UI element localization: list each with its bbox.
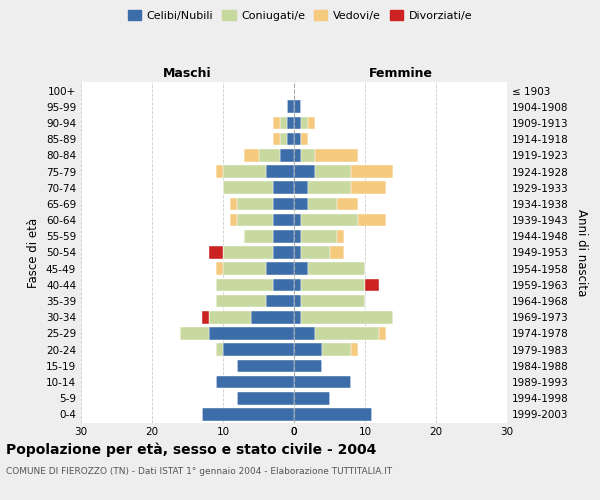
Bar [308, 182, 351, 194]
Bar [351, 182, 386, 194]
Bar [316, 165, 351, 178]
Bar [202, 408, 294, 420]
Bar [294, 262, 308, 275]
Legend: Celibi/Nubili, Coniugati/e, Vedovi/e, Divorziati/e: Celibi/Nubili, Coniugati/e, Vedovi/e, Di… [124, 6, 476, 25]
Bar [272, 246, 294, 259]
Bar [294, 376, 351, 388]
Bar [337, 230, 344, 242]
Bar [379, 327, 386, 340]
Bar [266, 295, 294, 308]
Bar [259, 149, 280, 162]
Bar [216, 278, 272, 291]
Bar [294, 278, 301, 291]
Bar [316, 327, 379, 340]
Bar [301, 116, 308, 130]
Bar [301, 214, 358, 226]
Bar [316, 149, 358, 162]
Bar [294, 198, 308, 210]
Bar [294, 408, 372, 420]
Bar [287, 116, 294, 130]
Bar [365, 278, 379, 291]
Text: Popolazione per età, sesso e stato civile - 2004: Popolazione per età, sesso e stato civil… [6, 442, 376, 457]
Bar [209, 311, 251, 324]
Bar [294, 344, 322, 356]
Bar [294, 214, 301, 226]
Bar [216, 295, 266, 308]
Bar [230, 198, 237, 210]
Bar [294, 311, 301, 324]
Text: COMUNE DI FIEROZZO (TN) - Dati ISTAT 1° gennaio 2004 - Elaborazione TUTTITALIA.I: COMUNE DI FIEROZZO (TN) - Dati ISTAT 1° … [6, 468, 392, 476]
Bar [287, 100, 294, 113]
Bar [237, 392, 294, 404]
Bar [251, 311, 294, 324]
Bar [216, 262, 223, 275]
Bar [294, 230, 301, 242]
Bar [280, 133, 287, 145]
Bar [223, 344, 294, 356]
Bar [294, 182, 308, 194]
Bar [209, 246, 223, 259]
Bar [202, 311, 209, 324]
Bar [294, 392, 329, 404]
Bar [244, 149, 259, 162]
Bar [216, 344, 223, 356]
Bar [230, 214, 237, 226]
Bar [272, 198, 294, 210]
Bar [301, 230, 337, 242]
Bar [301, 246, 329, 259]
Bar [272, 214, 294, 226]
Bar [287, 133, 294, 145]
Bar [358, 214, 386, 226]
Bar [237, 360, 294, 372]
Title: Maschi: Maschi [163, 67, 212, 80]
Bar [301, 295, 365, 308]
Bar [294, 133, 301, 145]
Bar [272, 278, 294, 291]
Bar [223, 246, 272, 259]
Bar [337, 198, 358, 210]
Bar [294, 246, 301, 259]
Bar [272, 230, 294, 242]
Bar [237, 198, 272, 210]
Bar [301, 149, 316, 162]
Bar [294, 327, 316, 340]
Bar [272, 116, 280, 130]
Bar [237, 214, 272, 226]
Bar [266, 165, 294, 178]
Bar [266, 262, 294, 275]
Bar [280, 116, 287, 130]
Bar [351, 344, 358, 356]
Bar [322, 344, 351, 356]
Bar [223, 165, 266, 178]
Bar [216, 376, 294, 388]
Title: Femmine: Femmine [368, 67, 433, 80]
Bar [209, 327, 294, 340]
Bar [329, 246, 344, 259]
Bar [244, 230, 272, 242]
Bar [294, 149, 301, 162]
Bar [308, 116, 316, 130]
Y-axis label: Fasce di età: Fasce di età [28, 218, 40, 288]
Bar [301, 133, 308, 145]
Bar [181, 327, 209, 340]
Bar [308, 198, 337, 210]
Bar [294, 165, 316, 178]
Bar [280, 149, 294, 162]
Bar [301, 311, 394, 324]
Bar [301, 278, 365, 291]
Bar [272, 182, 294, 194]
Bar [216, 165, 223, 178]
Bar [308, 262, 365, 275]
Bar [223, 182, 272, 194]
Bar [294, 360, 322, 372]
Bar [294, 116, 301, 130]
Y-axis label: Anni di nascita: Anni di nascita [575, 209, 588, 296]
Bar [223, 262, 266, 275]
Bar [294, 295, 301, 308]
Bar [351, 165, 394, 178]
Bar [294, 100, 301, 113]
Bar [272, 133, 280, 145]
